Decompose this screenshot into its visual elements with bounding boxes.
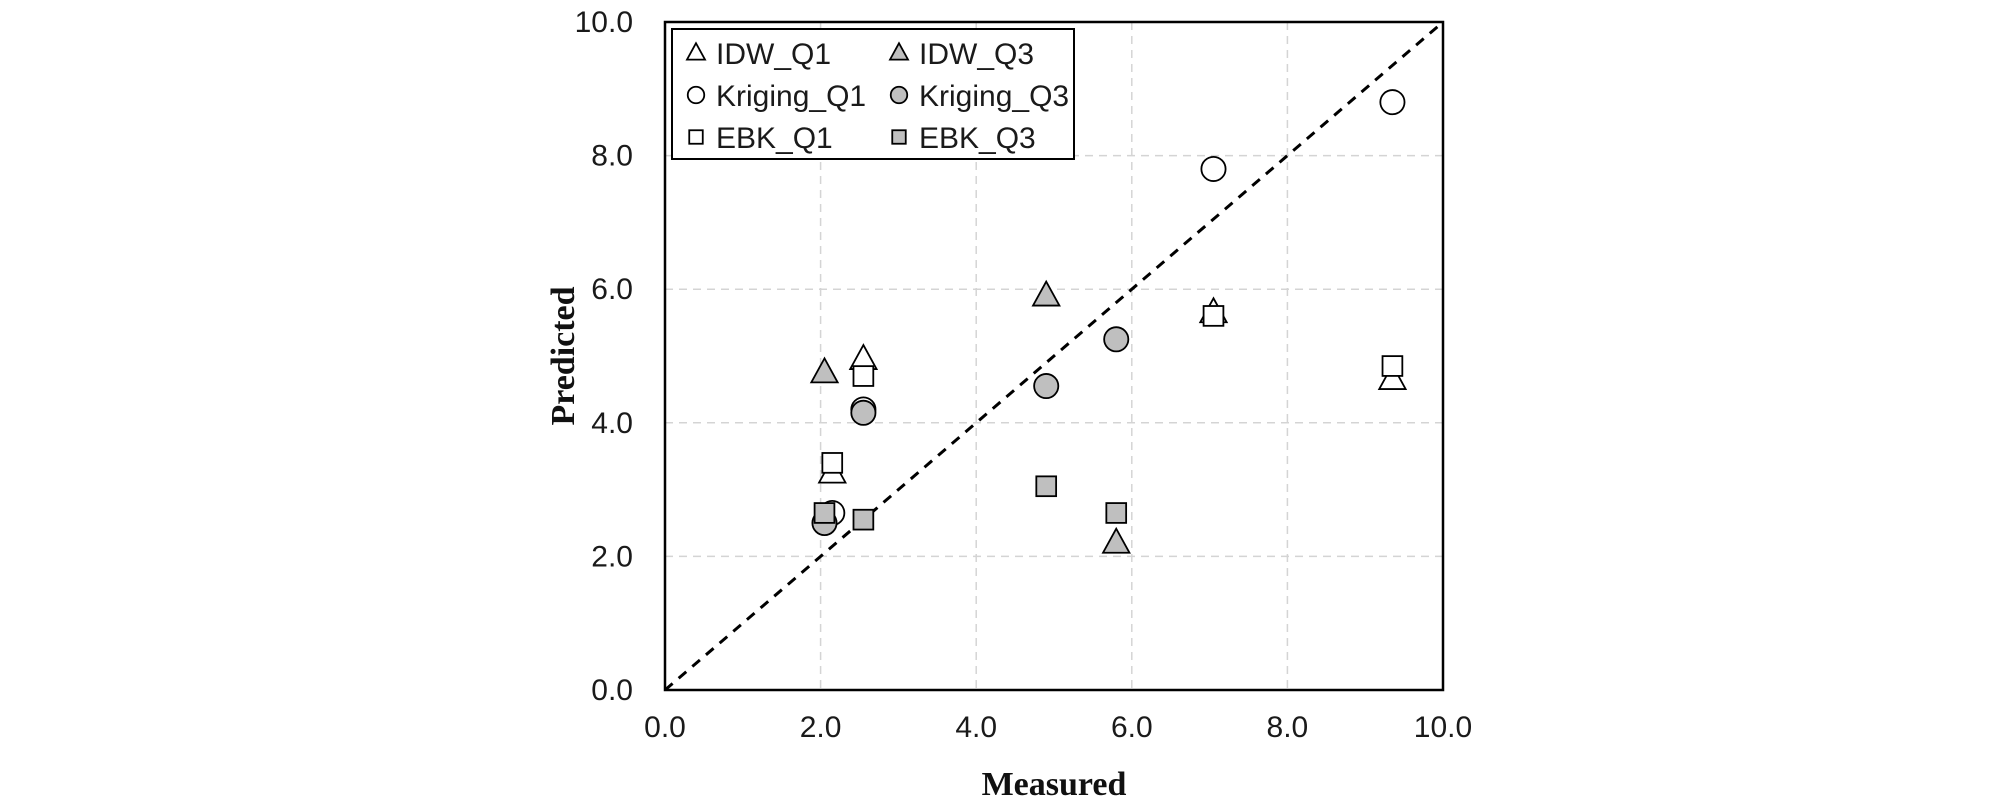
legend-marker-idw-q3 [888,41,910,61]
legend-label-idw-q1: IDW_Q1 [716,38,831,71]
ebk-q3-point [1105,502,1128,524]
legend: IDW_Q1 IDW_Q3 Kriging_Q1 Kriging_Q3 EBK_Q1 EB… [671,28,1075,160]
kriging-q1-point [1379,89,1406,116]
idw-q3-point [1101,526,1131,554]
ebk-q1-point [1381,355,1404,377]
x-tick-label: 10.0 [1414,711,1472,744]
x-tick-label: 4.0 [955,711,997,744]
kriging-q3-point [1033,373,1060,400]
x-tick-label: 2.0 [800,711,842,744]
x-axis-title: Measured [982,766,1127,802]
ebk-q3-point [852,508,875,531]
legend-marker-ebk-q3 [891,129,907,145]
ebk-q3-point [1035,475,1058,498]
legend-label-ebk-q1: EBK_Q1 [716,122,833,155]
legend-label-kriging-q3: Kriging_Q3 [919,80,1069,113]
kriging-q1-point [1200,155,1227,182]
legend-marker-ebk-q1 [688,129,704,145]
kriging-q3-point [1103,326,1130,353]
y-tick-label: 0.0 [591,674,633,707]
legend-label-ebk-q3: EBK_Q3 [919,122,1036,155]
y-axis-title: Predicted [545,286,582,425]
legend-label-idw-q3: IDW_Q3 [919,38,1034,71]
y-tick-label: 2.0 [591,540,633,573]
x-tick-label: 8.0 [1267,711,1309,744]
idw-q3-point [809,356,840,384]
one-to-one-reference-line [664,20,1444,692]
ebk-q1-point [821,452,844,474]
kriging-q3-point [850,399,877,426]
legend-marker-kriging-q1 [686,85,706,105]
legend-marker-kriging-q3 [889,85,909,105]
ebk-q1-point [852,365,875,387]
legend-label-kriging-q1: Kriging_Q1 [716,80,866,113]
plot-area-border [663,20,1445,692]
y-tick-label: 4.0 [591,407,633,440]
ebk-q1-point [1202,305,1225,327]
idw-q3-point [1031,279,1061,307]
legend-marker-idw-q1 [685,41,707,61]
data-points [809,89,1408,554]
y-tick-label: 6.0 [591,273,633,306]
idw-q1-point [1377,363,1408,390]
ebk-q3-point [813,502,836,524]
x-tick-label: 0.0 [644,711,686,744]
tick-labels: 0.0 2.0 4.0 6.0 8.0 10.0 0.0 2.0 4.0 6.0 8.0 10.0 [575,6,1473,744]
x-tick-label: 6.0 [1111,711,1153,744]
legend-box [671,28,1075,160]
y-tick-label: 10.0 [575,6,633,39]
y-tick-label: 8.0 [591,140,633,173]
